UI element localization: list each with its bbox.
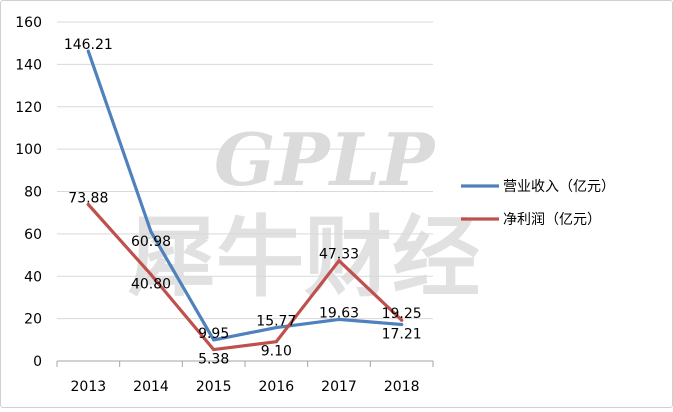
data-label-0-2017: 19.63 — [319, 305, 359, 321]
watermark: GPLP 犀牛财经 — [128, 117, 480, 309]
legend-label-1: 净利润（亿元） — [503, 212, 601, 228]
watermark-logo-text: GPLP — [214, 117, 436, 202]
data-label-1-2017: 47.33 — [319, 247, 359, 263]
series-1-point-2014 — [149, 273, 153, 277]
series-lines — [86, 49, 404, 352]
data-label-1-2013: 73.88 — [68, 190, 108, 206]
x-tick-label-2014: 2014 — [133, 379, 169, 395]
data-label-0-2014: 60.98 — [131, 234, 171, 250]
data-label-1-2016: 9.10 — [261, 344, 292, 360]
x-tick-label-2016: 2016 — [259, 379, 295, 395]
watermark-brand-text: 犀牛财经 — [128, 206, 480, 309]
series-1-point-2013 — [86, 202, 90, 206]
data-label-0-2016: 15.77 — [256, 314, 296, 330]
x-tick-label-2018: 2018 — [384, 379, 420, 395]
series-line-1 — [86, 202, 404, 352]
y-tick-label-0: 0 — [33, 354, 42, 370]
series-1-point-2015 — [212, 348, 216, 352]
data-label-1-2018: 19.25 — [382, 306, 422, 322]
series-0-point-2017 — [337, 317, 341, 321]
legend: 营业收入（亿元） 净利润（亿元） — [461, 179, 615, 228]
data-label-0-2013: 146.21 — [64, 37, 113, 53]
data-label-0-2018: 17.21 — [382, 327, 422, 343]
y-tick-label-40: 40 — [24, 269, 42, 285]
y-tick-label-160: 160 — [15, 15, 42, 31]
y-tick-label-20: 20 — [24, 312, 42, 328]
y-tick-label-140: 140 — [15, 57, 42, 73]
series-line-0 — [86, 49, 404, 342]
x-tick-label-2017: 2017 — [321, 379, 357, 395]
series-0-point-2013 — [86, 49, 90, 53]
data-labels: 146.21 60.98 9.95 15.77 19.63 17.21 73.88 40.80… — [64, 37, 422, 367]
series-1-point-2018 — [400, 318, 404, 322]
x-tick-label-2015: 2015 — [196, 379, 232, 395]
gridlines — [57, 21, 433, 320]
data-label-1-2014: 40.80 — [131, 277, 171, 293]
series-1-point-2017 — [337, 259, 341, 263]
legend-label-0: 营业收入（亿元） — [503, 179, 615, 195]
axes: 0 20 40 60 80 100 120 140 160 2013 2014 2015 2016 201… — [15, 15, 434, 395]
y-tick-label-60: 60 — [24, 227, 42, 243]
data-label-0-2015: 9.95 — [198, 326, 229, 342]
x-tick-label-2013: 2013 — [71, 379, 107, 395]
y-tick-label-120: 120 — [15, 100, 42, 116]
series-1-point-2016 — [274, 340, 278, 344]
y-tick-label-100: 100 — [15, 142, 42, 158]
series-0-point-2014 — [149, 230, 153, 234]
series-0-point-2016 — [274, 326, 278, 330]
y-tick-label-80: 80 — [24, 185, 42, 201]
series-0-point-2018 — [400, 323, 404, 327]
data-label-1-2015: 5.38 — [198, 352, 229, 368]
series-0-point-2015 — [212, 338, 216, 342]
